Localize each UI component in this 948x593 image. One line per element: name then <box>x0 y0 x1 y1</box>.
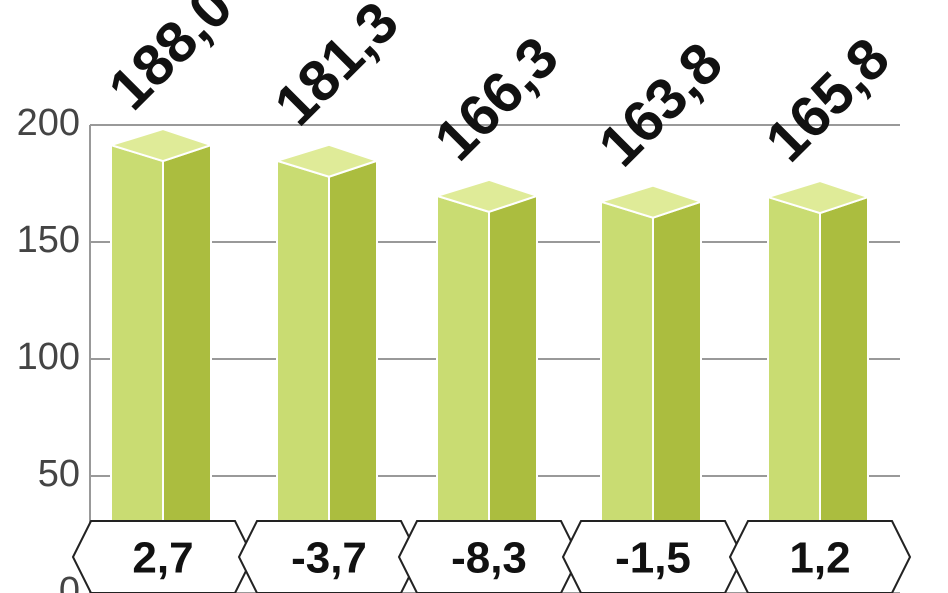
bar <box>764 179 872 593</box>
value-label: 166,3 <box>422 24 571 173</box>
value-label: 163,8 <box>586 30 735 179</box>
bar <box>433 178 541 593</box>
bar-top <box>273 143 381 178</box>
change-label: 2,7 <box>132 534 193 583</box>
y-tick-label: 200 <box>17 102 80 144</box>
change-label: -3,7 <box>291 534 367 583</box>
change-label: -1,5 <box>615 534 691 583</box>
y-tick-label: 0 <box>59 570 80 593</box>
y-tick-label: 50 <box>38 453 80 495</box>
change-label: 1,2 <box>789 534 850 583</box>
y-tick-label: 150 <box>17 219 80 261</box>
bar-top <box>433 178 541 213</box>
bar <box>107 128 215 593</box>
bar-top <box>107 128 215 163</box>
value-label: 181,3 <box>262 0 411 138</box>
value-label: 188,0 <box>96 0 245 122</box>
change-badge <box>728 520 912 593</box>
change-label: -8,3 <box>451 534 527 583</box>
bar-top <box>597 184 705 219</box>
bar-top <box>764 179 872 215</box>
value-label: 165,8 <box>753 26 902 175</box>
bar <box>273 143 381 593</box>
y-tick-label: 100 <box>17 336 80 378</box>
bar <box>597 184 705 593</box>
